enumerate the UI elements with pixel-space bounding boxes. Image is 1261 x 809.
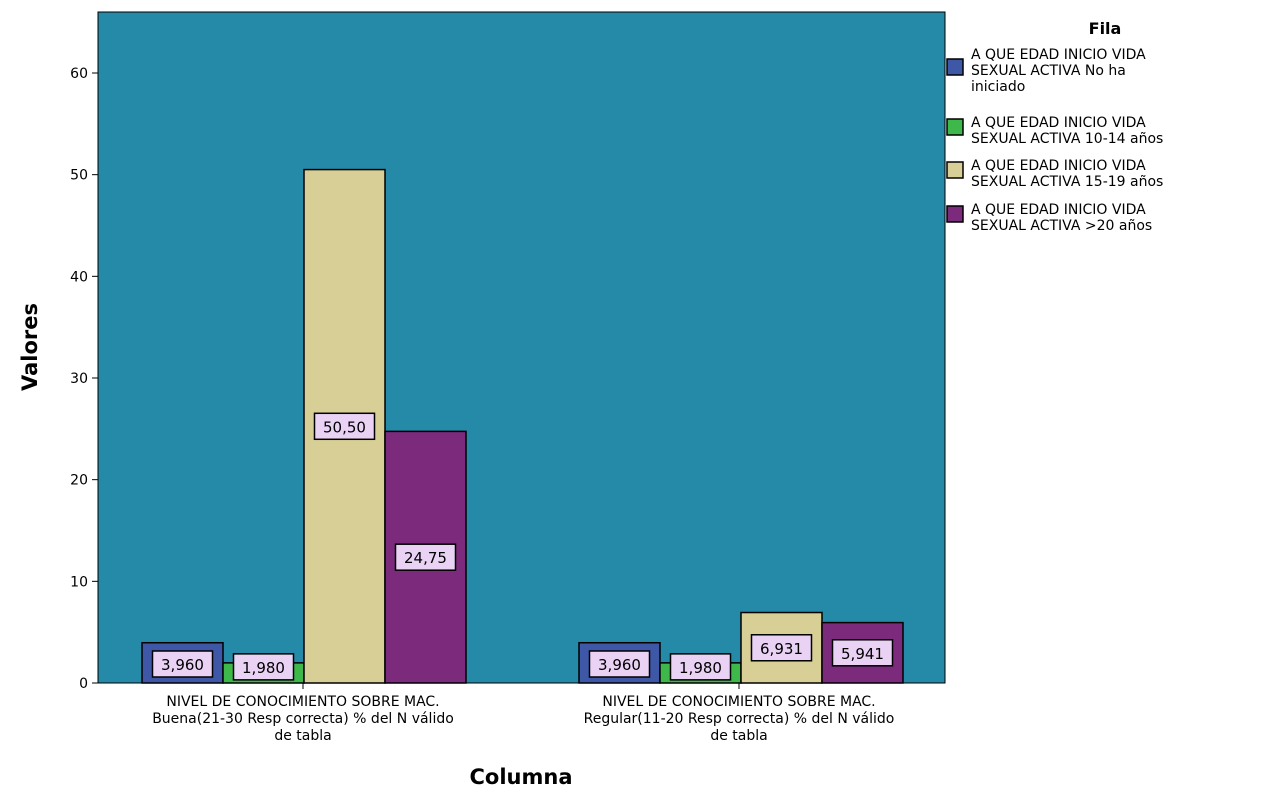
x-tick-label: Regular(11-20 Resp correcta) % del N vál… (584, 711, 895, 727)
legend-label: SEXUAL ACTIVA No ha (971, 63, 1126, 79)
data-label: 1,980 (679, 659, 722, 677)
legend-label: A QUE EDAD INICIO VIDA (971, 115, 1146, 131)
legend-label: A QUE EDAD INICIO VIDA (971, 202, 1146, 218)
y-tick-label: 30 (70, 371, 88, 387)
legend-label: A QUE EDAD INICIO VIDA (971, 158, 1146, 174)
data-label: 24,75 (404, 549, 447, 567)
data-label-box (669, 653, 732, 681)
data-label: 3,960 (598, 656, 641, 674)
legend-label: SEXUAL ACTIVA 15-19 años (971, 174, 1163, 190)
data-label-box (313, 412, 376, 441)
legend-swatch-3 (946, 161, 964, 179)
data-label-box (151, 650, 214, 678)
y-tick-label: 50 (70, 168, 88, 184)
x-tick-label: NIVEL DE CONOCIMIENTO SOBRE MAC. (166, 694, 439, 710)
legend-title: Fila (1089, 19, 1122, 38)
x-tick-label: de tabla (710, 728, 767, 744)
data-label-box (394, 543, 457, 571)
plot-area (97, 11, 946, 684)
data-label-box (232, 653, 295, 681)
y-tick-label: 20 (70, 473, 88, 489)
y-axis-title: Valores (18, 303, 42, 391)
legend-label: iniciado (971, 79, 1025, 95)
legend-label: SEXUAL ACTIVA 10-14 años (971, 131, 1163, 147)
legend-swatch-1 (946, 58, 964, 76)
y-tick-label: 0 (79, 676, 88, 692)
legend-label: A QUE EDAD INICIO VIDA (971, 47, 1146, 63)
x-tick-label: Buena(21-30 Resp correcta) % del N válid… (152, 711, 454, 727)
y-tick-label: 40 (70, 269, 88, 285)
y-tick-label: 60 (70, 66, 88, 82)
data-label-box (588, 650, 651, 678)
legend-swatch-2 (946, 118, 964, 136)
x-axis-title: Columna (470, 765, 573, 789)
legend-label: SEXUAL ACTIVA >20 años (971, 218, 1152, 234)
legend-swatch-4 (946, 205, 964, 223)
data-label: 3,960 (161, 656, 204, 674)
data-label-box (750, 634, 813, 662)
y-tick-label: 10 (70, 574, 88, 590)
data-label: 50,50 (323, 418, 366, 436)
data-label: 5,941 (841, 645, 884, 663)
x-tick-label: NIVEL DE CONOCIMIENTO SOBRE MAC. (602, 694, 875, 710)
data-label-box (831, 639, 894, 667)
data-label: 6,931 (760, 640, 803, 658)
data-label: 1,980 (242, 659, 285, 677)
x-tick-label: de tabla (274, 728, 331, 744)
